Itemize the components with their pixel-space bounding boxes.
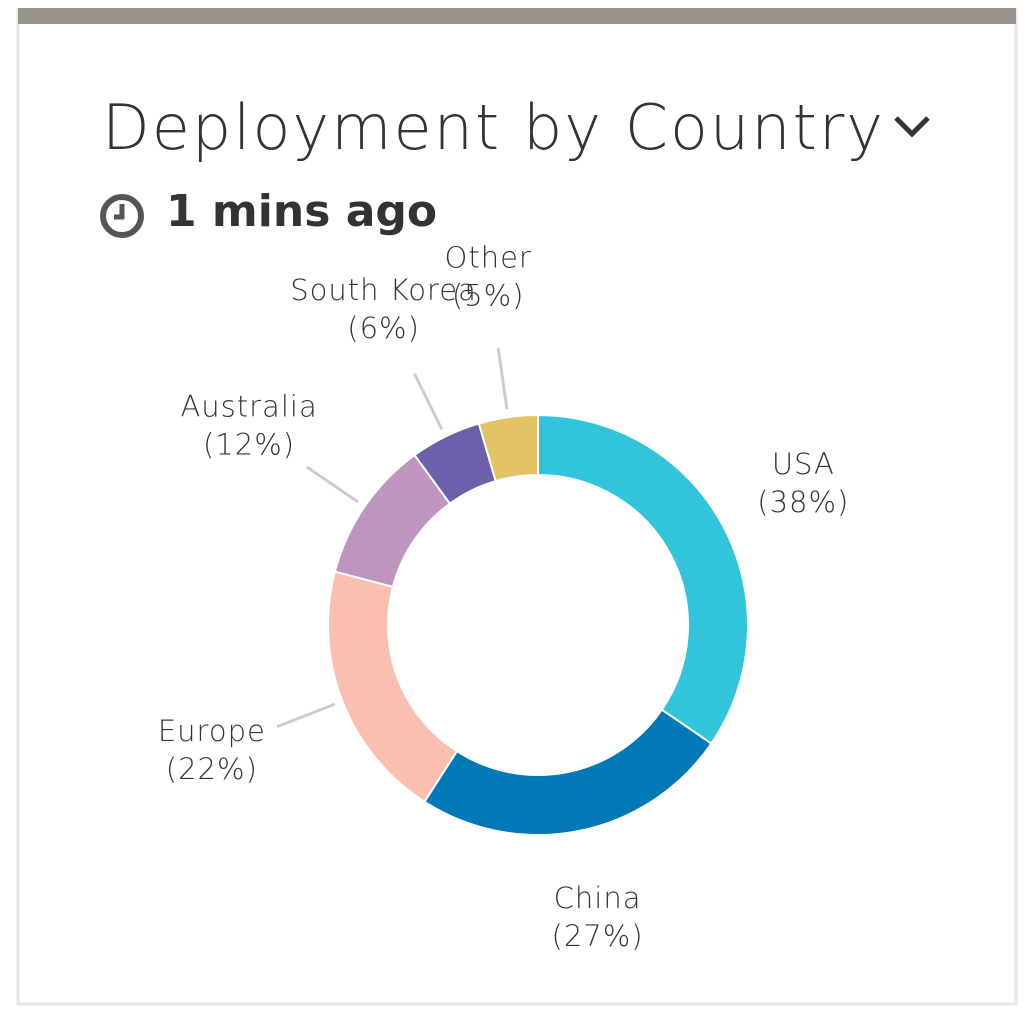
slice-label: South Korea bbox=[290, 273, 477, 307]
leader-line bbox=[413, 373, 444, 431]
leader-line bbox=[276, 702, 336, 728]
leader-line bbox=[306, 465, 359, 504]
slice bbox=[477, 413, 539, 483]
slice-label: Other bbox=[445, 241, 532, 275]
value-label: (5%) bbox=[452, 279, 525, 313]
leader-line bbox=[496, 347, 509, 410]
value-label: (27%) bbox=[552, 919, 644, 953]
clock-icon bbox=[100, 194, 144, 238]
slice-label: Australia bbox=[180, 389, 317, 423]
dropdown-chevron[interactable] bbox=[894, 116, 930, 138]
value-label: (38%) bbox=[757, 485, 849, 519]
card-border bbox=[16, 8, 1018, 1006]
slice-label: China bbox=[554, 881, 642, 915]
slice bbox=[537, 413, 749, 745]
value-label: (22%) bbox=[166, 752, 258, 786]
slice-label: USA bbox=[772, 447, 835, 481]
subtitle: 1 mins ago bbox=[166, 186, 437, 237]
value-label: (12%) bbox=[203, 427, 295, 461]
card-top-bar bbox=[18, 8, 1016, 24]
value-label: (6%) bbox=[347, 311, 420, 345]
slice-label: Europe bbox=[158, 714, 266, 748]
chart-title: Deployment by Country bbox=[102, 91, 885, 164]
